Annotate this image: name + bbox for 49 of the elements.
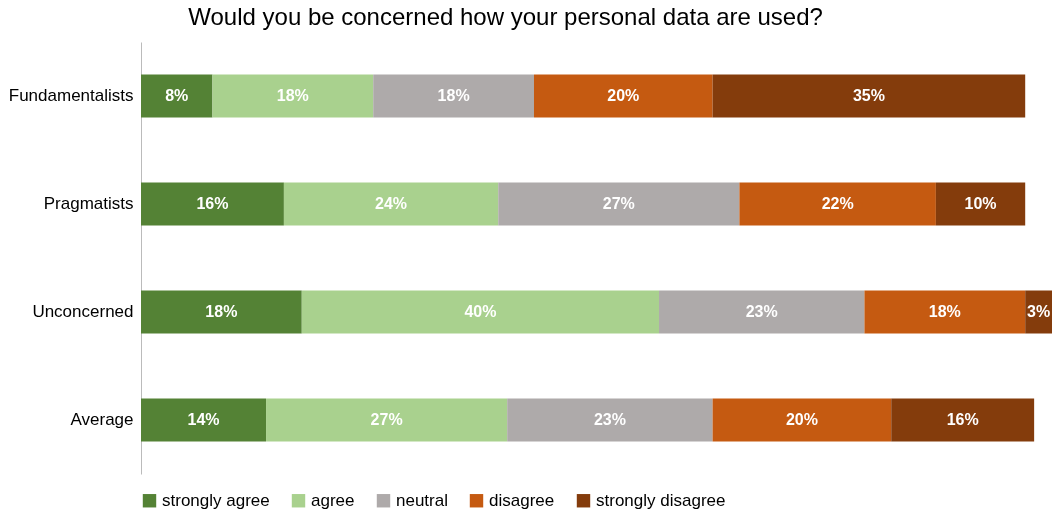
bar [266, 398, 508, 442]
data-label: 20% [785, 411, 818, 428]
bar [141, 290, 302, 334]
bar [507, 398, 713, 442]
y-tick-label: Average [70, 410, 134, 429]
bar [712, 398, 892, 442]
y-tick-label: Unconcerned [32, 302, 134, 321]
bar [498, 182, 740, 226]
legend-label: disagree [489, 490, 555, 510]
data-label: 8% [165, 87, 189, 104]
data-label: 18% [928, 303, 961, 320]
chart-title: Would you be concerned how your personal data are used? [188, 3, 823, 30]
data-label: 22% [821, 195, 854, 212]
data-label: 18% [276, 87, 309, 104]
bar [283, 182, 499, 226]
data-label: 14% [187, 411, 220, 428]
bar [935, 182, 1026, 226]
bar [141, 398, 267, 442]
data-label: 24% [375, 195, 408, 212]
data-label: 27% [370, 411, 403, 428]
data-label: 18% [437, 87, 470, 104]
y-tick-label: Pragmatists [43, 194, 134, 213]
data-label: 23% [593, 411, 626, 428]
bar [212, 74, 374, 118]
data-label: 35% [852, 87, 885, 104]
bar [533, 74, 713, 118]
data-label: 16% [196, 195, 229, 212]
bar [301, 290, 660, 334]
bar [712, 74, 1026, 118]
bar [373, 74, 534, 118]
legend-label: neutral [396, 490, 448, 510]
legend-label: agree [311, 490, 355, 510]
data-label: 10% [964, 195, 997, 212]
data-label: 3% [1027, 303, 1051, 320]
bar [891, 398, 1035, 442]
legend-label: strongly disagree [596, 490, 726, 510]
data-label: 16% [946, 411, 979, 428]
bar [739, 182, 936, 226]
data-label: 27% [602, 195, 635, 212]
y-tick-label: Fundamentalists [8, 86, 134, 105]
bar [864, 290, 1026, 334]
data-label: 20% [607, 87, 640, 104]
legend-label: strongly agree [162, 490, 270, 510]
data-label: 18% [205, 303, 238, 320]
bar [141, 182, 284, 226]
data-label: 40% [464, 303, 497, 320]
data-label: 23% [745, 303, 778, 320]
bar [659, 290, 865, 334]
bar [141, 74, 213, 118]
